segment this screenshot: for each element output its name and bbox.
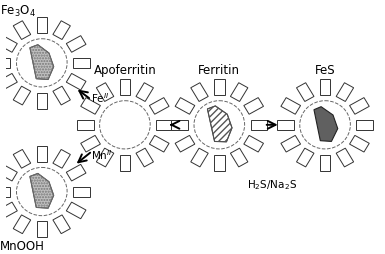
Bar bbox=[149, 136, 169, 152]
Text: FeS: FeS bbox=[315, 64, 335, 76]
Polygon shape bbox=[30, 174, 54, 208]
Bar bbox=[0, 74, 17, 91]
Bar bbox=[281, 136, 301, 152]
Bar bbox=[66, 202, 86, 219]
Bar bbox=[120, 155, 130, 171]
Bar bbox=[336, 83, 354, 102]
Bar bbox=[149, 98, 169, 115]
Bar bbox=[136, 83, 154, 102]
Bar bbox=[81, 98, 100, 115]
Bar bbox=[281, 98, 301, 115]
Bar bbox=[0, 165, 17, 181]
Bar bbox=[13, 87, 31, 105]
Bar bbox=[37, 221, 47, 237]
Bar bbox=[175, 136, 195, 152]
Text: Mn$^{II}$: Mn$^{II}$ bbox=[91, 148, 113, 162]
Text: Fe$^{II}$: Fe$^{II}$ bbox=[91, 91, 110, 105]
Bar bbox=[350, 136, 369, 152]
Bar bbox=[37, 93, 47, 109]
Bar bbox=[73, 187, 90, 197]
Bar bbox=[336, 149, 354, 167]
Bar bbox=[296, 149, 314, 167]
Bar bbox=[214, 155, 224, 171]
Bar bbox=[251, 120, 267, 130]
Bar bbox=[191, 83, 208, 102]
Text: H$_2$S/Na$_2$S: H$_2$S/Na$_2$S bbox=[247, 178, 297, 192]
Text: Ferritin: Ferritin bbox=[198, 64, 240, 76]
Bar bbox=[320, 80, 330, 96]
Bar bbox=[120, 80, 130, 96]
Bar bbox=[296, 83, 314, 102]
Text: Fe$_3$O$_4$: Fe$_3$O$_4$ bbox=[0, 4, 36, 19]
Bar bbox=[0, 187, 10, 197]
Bar bbox=[277, 120, 294, 130]
Bar bbox=[96, 149, 114, 167]
Bar bbox=[175, 98, 195, 115]
Bar bbox=[357, 120, 373, 130]
Bar bbox=[73, 59, 90, 69]
Bar bbox=[0, 202, 17, 219]
Polygon shape bbox=[208, 106, 232, 142]
Bar bbox=[66, 165, 86, 181]
Bar bbox=[230, 149, 248, 167]
Bar bbox=[13, 22, 31, 40]
Bar bbox=[0, 37, 17, 53]
Bar bbox=[191, 149, 208, 167]
Bar bbox=[13, 150, 31, 169]
Bar bbox=[66, 37, 86, 53]
Bar bbox=[320, 155, 330, 171]
Bar bbox=[53, 150, 70, 169]
Bar bbox=[230, 83, 248, 102]
Text: Apoferritin: Apoferritin bbox=[94, 64, 156, 76]
Bar bbox=[37, 146, 47, 162]
Bar bbox=[96, 83, 114, 102]
Text: MnOOH: MnOOH bbox=[0, 239, 45, 252]
Bar bbox=[350, 98, 369, 115]
Bar bbox=[66, 74, 86, 91]
Bar bbox=[171, 120, 188, 130]
Bar bbox=[53, 22, 70, 40]
Polygon shape bbox=[30, 45, 54, 80]
Bar bbox=[244, 136, 263, 152]
Bar bbox=[244, 98, 263, 115]
Bar bbox=[81, 136, 100, 152]
Bar bbox=[77, 120, 94, 130]
Bar bbox=[53, 87, 70, 105]
Bar bbox=[156, 120, 173, 130]
Bar bbox=[0, 59, 10, 69]
Bar bbox=[13, 215, 31, 234]
Bar bbox=[53, 215, 70, 234]
Bar bbox=[37, 18, 47, 34]
Bar bbox=[136, 149, 154, 167]
Bar bbox=[214, 80, 224, 96]
Polygon shape bbox=[314, 107, 338, 142]
